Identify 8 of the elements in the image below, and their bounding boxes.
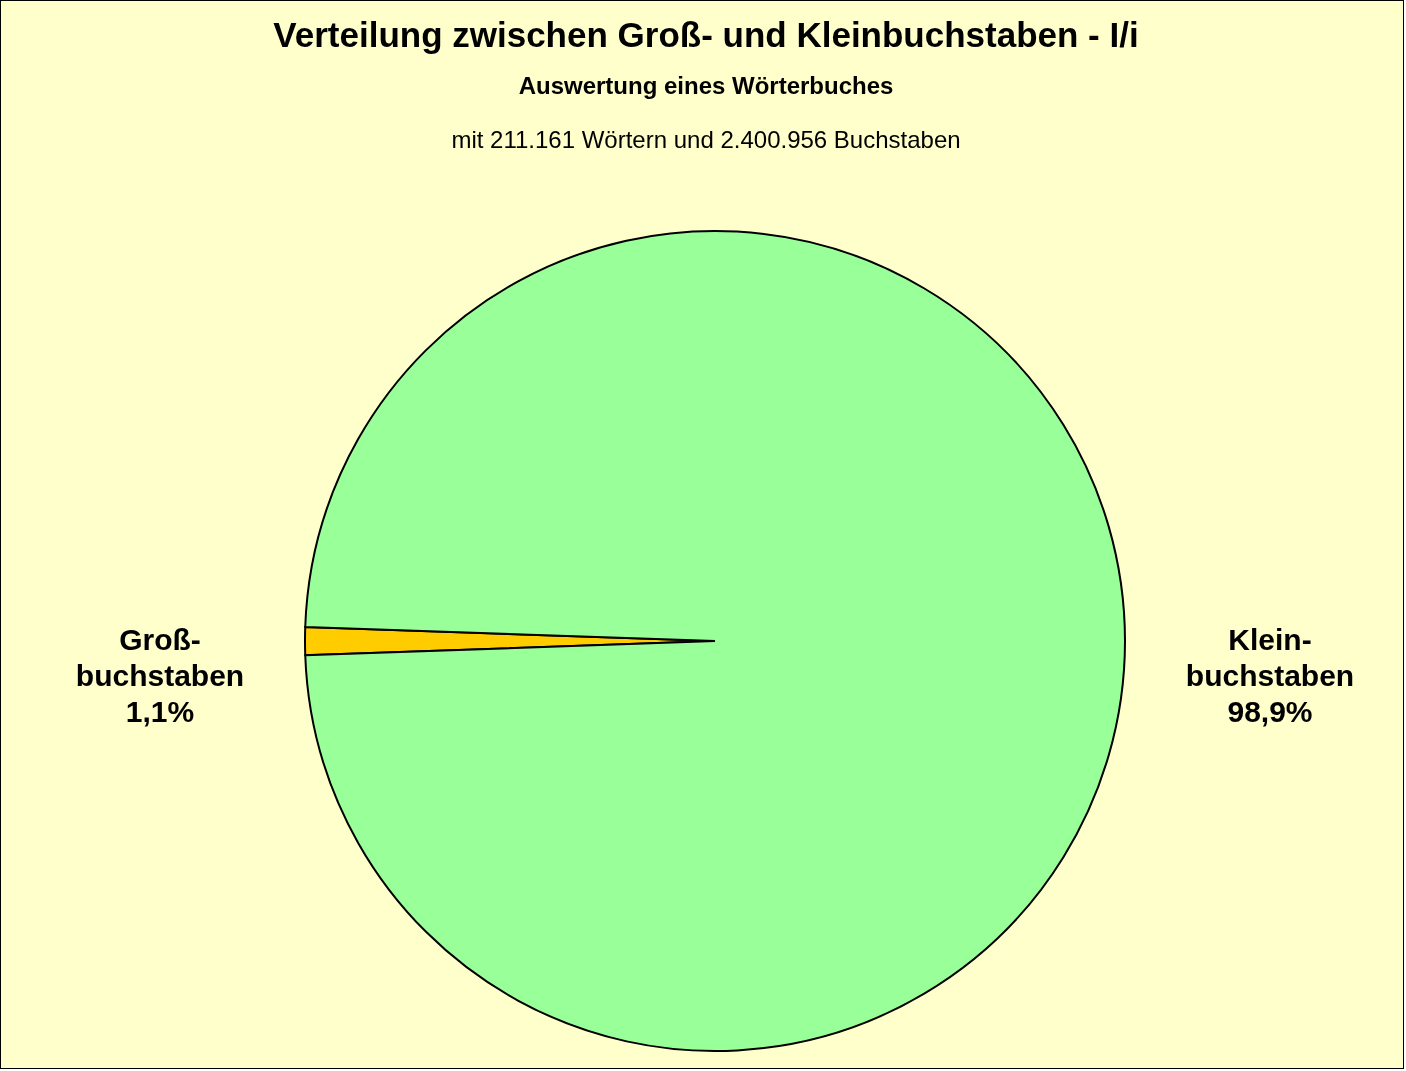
chart-title: Verteilung zwischen Groß- und Kleinbuchstaben - I/i	[273, 15, 1139, 54]
slice-label: Klein-buchstaben	[1185, 622, 1355, 692]
slice-label: Groß-buchstaben	[75, 623, 245, 693]
text: mit 211.161 Wörtern und 2.400.956 Buchstaben	[451, 126, 961, 153]
chart-subtitle: Auswertung eines Wörterbuches	[518, 72, 894, 99]
data-label: 98,9%	[1227, 694, 1313, 728]
pie-slice	[304, 230, 1126, 1052]
data-label: 1,1%	[125, 695, 195, 729]
